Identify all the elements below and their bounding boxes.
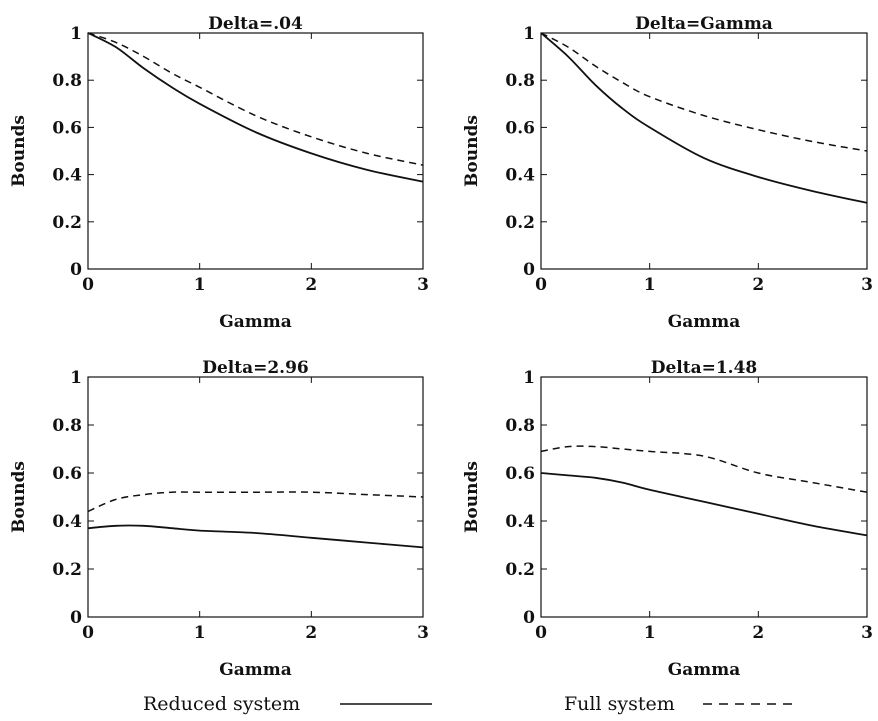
y-tick-label: 0.8: [52, 416, 82, 436]
y-tick-label: 0: [70, 260, 82, 280]
x-tick-label: 1: [644, 623, 656, 643]
y-tick-label: 0.4: [505, 512, 535, 532]
chart-panel-3: Delta=2.96 0 1 2 3 0 0.2 0.4 0.6 0.8 1 Gamma Bounds: [9, 358, 429, 680]
x-tick-label: 0: [82, 623, 94, 643]
legend-label-reduced: Reduced system: [143, 693, 300, 715]
y-tick-label: 0.4: [52, 166, 82, 186]
y-tick-label: 0.4: [505, 166, 535, 186]
y-tick-label: 0: [523, 260, 535, 280]
x-tick-label: 1: [194, 623, 206, 643]
y-tick-label: 0.2: [52, 560, 82, 580]
series-line-full-system: [540, 445, 868, 493]
y-tick-label: 0.6: [52, 464, 82, 484]
y-tick-label: 0.8: [505, 416, 535, 436]
chart-panel-2: Delta=Gamma 0 1 2 3 0 0.2 0.4 0.6 0.8 1 Gamma Bounds: [462, 14, 873, 332]
x-tick-label: 1: [644, 275, 656, 295]
y-tick-label: 0.6: [505, 118, 535, 138]
y-tick-label: 0.2: [505, 213, 535, 233]
panel-title: Delta=2.96: [202, 358, 309, 378]
x-axis-label: Gamma: [219, 312, 292, 332]
y-axis-label: Bounds: [462, 115, 482, 187]
y-axis-label: Bounds: [9, 461, 29, 533]
x-axis-label: Gamma: [668, 312, 741, 332]
y-tick-label: 0.4: [52, 512, 82, 532]
y-tick-label: 0.6: [505, 464, 535, 484]
y-tick-label: 1: [70, 368, 82, 388]
y-tick-label: 0.2: [52, 213, 82, 233]
y-tick-label: 1: [70, 24, 82, 44]
legend: Reduced system Full system: [143, 693, 793, 715]
y-tick-label: 0: [70, 608, 82, 628]
series-line-reduced-system: [540, 32, 868, 204]
panel-title: Delta=.04: [208, 14, 303, 34]
y-axis-label: Bounds: [9, 115, 29, 187]
x-tick-label: 2: [752, 275, 764, 295]
x-axis-label: Gamma: [219, 660, 292, 680]
x-tick-label: 3: [417, 275, 429, 295]
plot-frame: [87, 376, 424, 618]
series-line-full-system: [87, 32, 424, 166]
x-tick-label: 0: [535, 623, 547, 643]
x-tick-label: 0: [82, 275, 94, 295]
chart-panel-1: Delta=.04 0 1 2 3 0 0.2 0.4 0.6 0.8 1 Gamma Bounds: [9, 14, 429, 332]
y-tick-label: 1: [523, 368, 535, 388]
series-line-full-system: [87, 491, 424, 513]
series-line-reduced-system: [87, 32, 424, 183]
chart-panel-4: Delta=1.48 0 1 2 3 0 0.2 0.4 0.6 0.8 1 Gamma Bounds: [462, 358, 873, 680]
y-tick-label: 0.8: [505, 71, 535, 91]
series-line-full-system: [540, 32, 868, 152]
x-tick-label: 2: [305, 275, 317, 295]
legend-label-full: Full system: [564, 693, 675, 715]
plot-frame: [540, 32, 868, 270]
y-tick-label: 0.8: [52, 71, 82, 91]
y-tick-label: 0.6: [52, 118, 82, 138]
x-tick-label: 2: [305, 623, 317, 643]
series-line-reduced-system: [540, 472, 868, 537]
plot-frame: [87, 32, 424, 270]
x-tick-label: 0: [535, 275, 547, 295]
x-tick-label: 1: [194, 275, 206, 295]
x-tick-label: 3: [861, 275, 873, 295]
x-tick-label: 3: [861, 623, 873, 643]
panel-title: Delta=1.48: [651, 358, 758, 378]
y-tick-label: 0.2: [505, 560, 535, 580]
plot-frame: [540, 376, 868, 618]
x-axis-label: Gamma: [668, 660, 741, 680]
series-line-reduced-system: [87, 524, 424, 549]
panel-title: Delta=Gamma: [635, 14, 773, 34]
x-tick-label: 2: [752, 623, 764, 643]
x-tick-label: 3: [417, 623, 429, 643]
y-axis-label: Bounds: [462, 461, 482, 533]
y-tick-label: 0: [523, 608, 535, 628]
y-tick-label: 1: [523, 24, 535, 44]
